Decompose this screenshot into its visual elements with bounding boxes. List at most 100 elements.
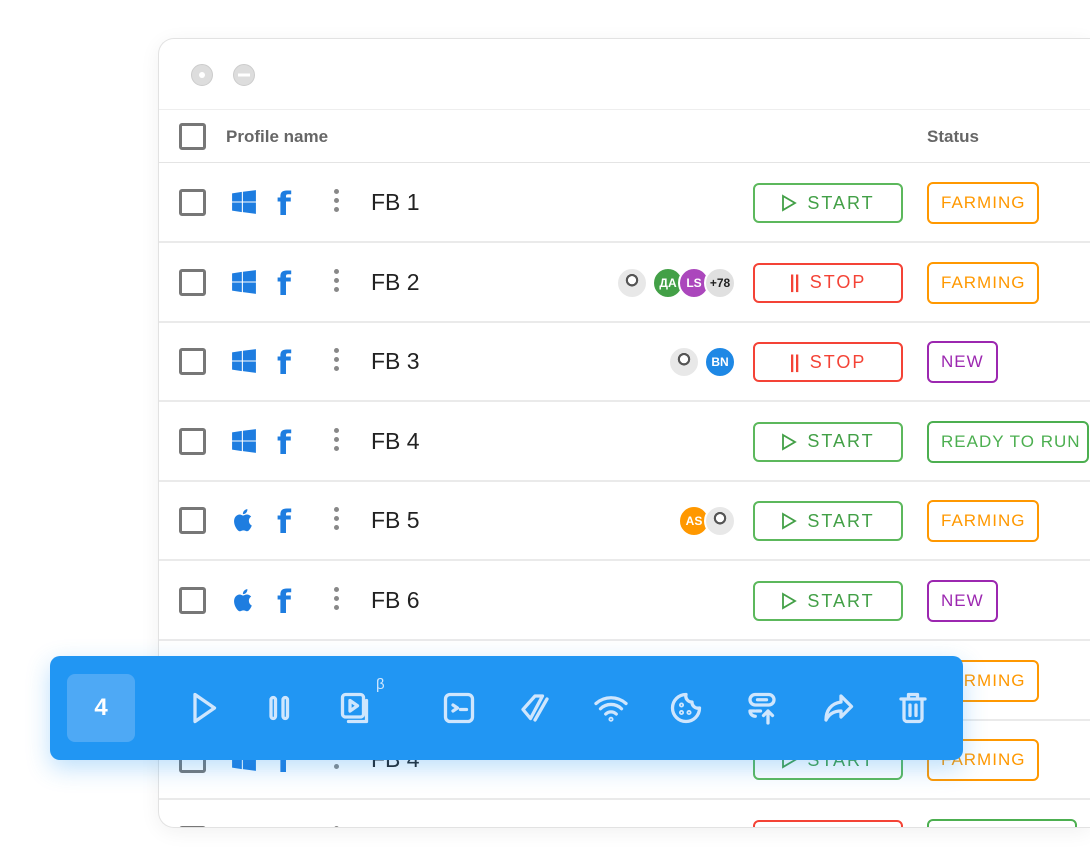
bulk-action-toolbar: 4 β	[50, 656, 963, 760]
tag-icon[interactable]	[517, 690, 553, 726]
facebook-icon: f	[277, 264, 291, 303]
play-icon	[782, 512, 798, 530]
action-label: START	[807, 192, 875, 213]
profile-name-column[interactable]: Profile name	[226, 127, 329, 146]
facebook-icon: f	[277, 185, 291, 223]
facebook-icon: f	[277, 503, 291, 542]
profile-name[interactable]: FB 2	[371, 268, 420, 295]
shared-users: AS	[674, 505, 736, 538]
table-row[interactable]: f FB 2 ДА LS +78 || STOP FARMING	[159, 243, 1090, 323]
avatar: BN	[704, 346, 736, 379]
table-row[interactable]: f ||STOP	[159, 800, 1090, 827]
windows-icon	[231, 428, 257, 454]
status-badge: FARMING	[927, 182, 1040, 224]
action-label: START	[807, 431, 875, 452]
wifi-icon[interactable]	[593, 690, 629, 726]
apple-icon	[231, 587, 257, 613]
table-header: Profile name Status	[159, 109, 1090, 163]
stop-button[interactable]: || STOP	[753, 342, 903, 383]
start-button[interactable]: START	[753, 183, 903, 223]
more-options-icon[interactable]	[334, 189, 339, 216]
avatar-photo	[616, 266, 648, 299]
trash-icon[interactable]	[895, 690, 931, 726]
status-badge: FARMING	[927, 261, 1040, 304]
upload-storage-icon[interactable]	[744, 690, 780, 726]
more-options-icon[interactable]	[334, 427, 339, 455]
table-row[interactable]: f FB 5 AS START FARMING	[159, 481, 1090, 562]
start-button[interactable]: START	[753, 501, 903, 542]
play-icon	[782, 433, 798, 451]
table-row[interactable]: f FB 1 START FARMING	[159, 163, 1090, 243]
window-close-button[interactable]	[191, 64, 213, 86]
avatar-photo	[668, 346, 700, 379]
profile-name[interactable]: FB 3	[371, 348, 420, 375]
more-options-icon[interactable]	[334, 268, 339, 296]
action-label: STOP	[809, 272, 867, 293]
action-label: START	[807, 510, 875, 531]
avatar: ДА	[652, 266, 684, 299]
row-checkbox[interactable]	[179, 825, 206, 827]
avatar: LS	[678, 266, 710, 299]
profile-name[interactable]: FB 5	[371, 507, 420, 534]
more-options-icon[interactable]	[334, 348, 339, 375]
status-label: FARMING	[941, 511, 1026, 531]
table-row[interactable]: f FB 3 BN || STOP NEW	[159, 322, 1090, 403]
play-icon[interactable]	[186, 690, 222, 726]
status-label: FARMING	[941, 193, 1026, 212]
windows-icon	[231, 189, 257, 215]
video-clone-icon[interactable]	[338, 690, 374, 726]
selected-count: 4	[67, 674, 135, 742]
select-all-checkbox[interactable]	[179, 123, 206, 150]
status-label: NEW	[941, 352, 984, 372]
profile-name[interactable]: FB 6	[371, 587, 420, 613]
play-icon	[782, 194, 798, 212]
facebook-icon: f	[277, 583, 291, 621]
shared-users: ДА LS +78	[612, 266, 736, 299]
status-badge: FARMING	[927, 500, 1040, 543]
status-badge: FARMING	[927, 739, 1040, 782]
status-badge	[927, 818, 1077, 827]
avatar-photo	[704, 505, 736, 538]
more-options-icon[interactable]	[334, 507, 339, 534]
profile-name[interactable]: FB 4	[371, 427, 420, 454]
start-button[interactable]: START	[753, 421, 903, 462]
more-options-icon[interactable]	[334, 587, 339, 614]
stop-button[interactable]: ||STOP	[753, 819, 903, 827]
windows-icon	[231, 269, 257, 295]
table-row[interactable]: f FB 4 START READY TO RUN	[159, 402, 1090, 482]
facebook-icon: f	[277, 344, 291, 383]
cookie-icon[interactable]	[668, 690, 704, 726]
row-checkbox[interactable]	[179, 268, 206, 296]
pause-icon[interactable]	[262, 690, 298, 726]
shared-users: BN	[664, 346, 736, 379]
windows-icon	[231, 348, 257, 374]
terminal-icon[interactable]	[441, 690, 477, 726]
status-label: FARMING	[941, 750, 1026, 770]
profile-name[interactable]: FB 1	[371, 189, 420, 215]
row-checkbox[interactable]	[179, 348, 206, 376]
status-badge: READY TO RUN	[927, 420, 1089, 463]
start-button[interactable]: START	[753, 581, 903, 621]
status-label: FARMING	[941, 272, 1026, 292]
status-badge: NEW	[927, 341, 998, 384]
row-checkbox[interactable]	[179, 189, 206, 216]
apple-icon	[231, 507, 257, 533]
pause-icon: ||	[789, 351, 800, 372]
apple-icon	[231, 826, 257, 827]
avatar: +78	[704, 266, 736, 299]
more-options-icon[interactable]	[334, 825, 339, 827]
table-row[interactable]: f FB 6 START NEW	[159, 561, 1090, 641]
facebook-icon: f	[277, 423, 291, 462]
row-checkbox[interactable]	[179, 427, 206, 455]
status-label: READY TO RUN	[941, 431, 1081, 451]
status-column[interactable]: Status	[927, 127, 979, 146]
window-minimize-button[interactable]	[233, 64, 255, 86]
status-badge: NEW	[927, 580, 998, 622]
action-label: STOP	[809, 351, 867, 372]
stop-button[interactable]: ||STOP	[753, 262, 903, 303]
row-checkbox[interactable]	[179, 507, 206, 535]
share-icon[interactable]	[820, 690, 856, 726]
action-label: START	[807, 590, 875, 611]
row-checkbox[interactable]	[179, 587, 206, 614]
facebook-icon: f	[277, 822, 291, 827]
